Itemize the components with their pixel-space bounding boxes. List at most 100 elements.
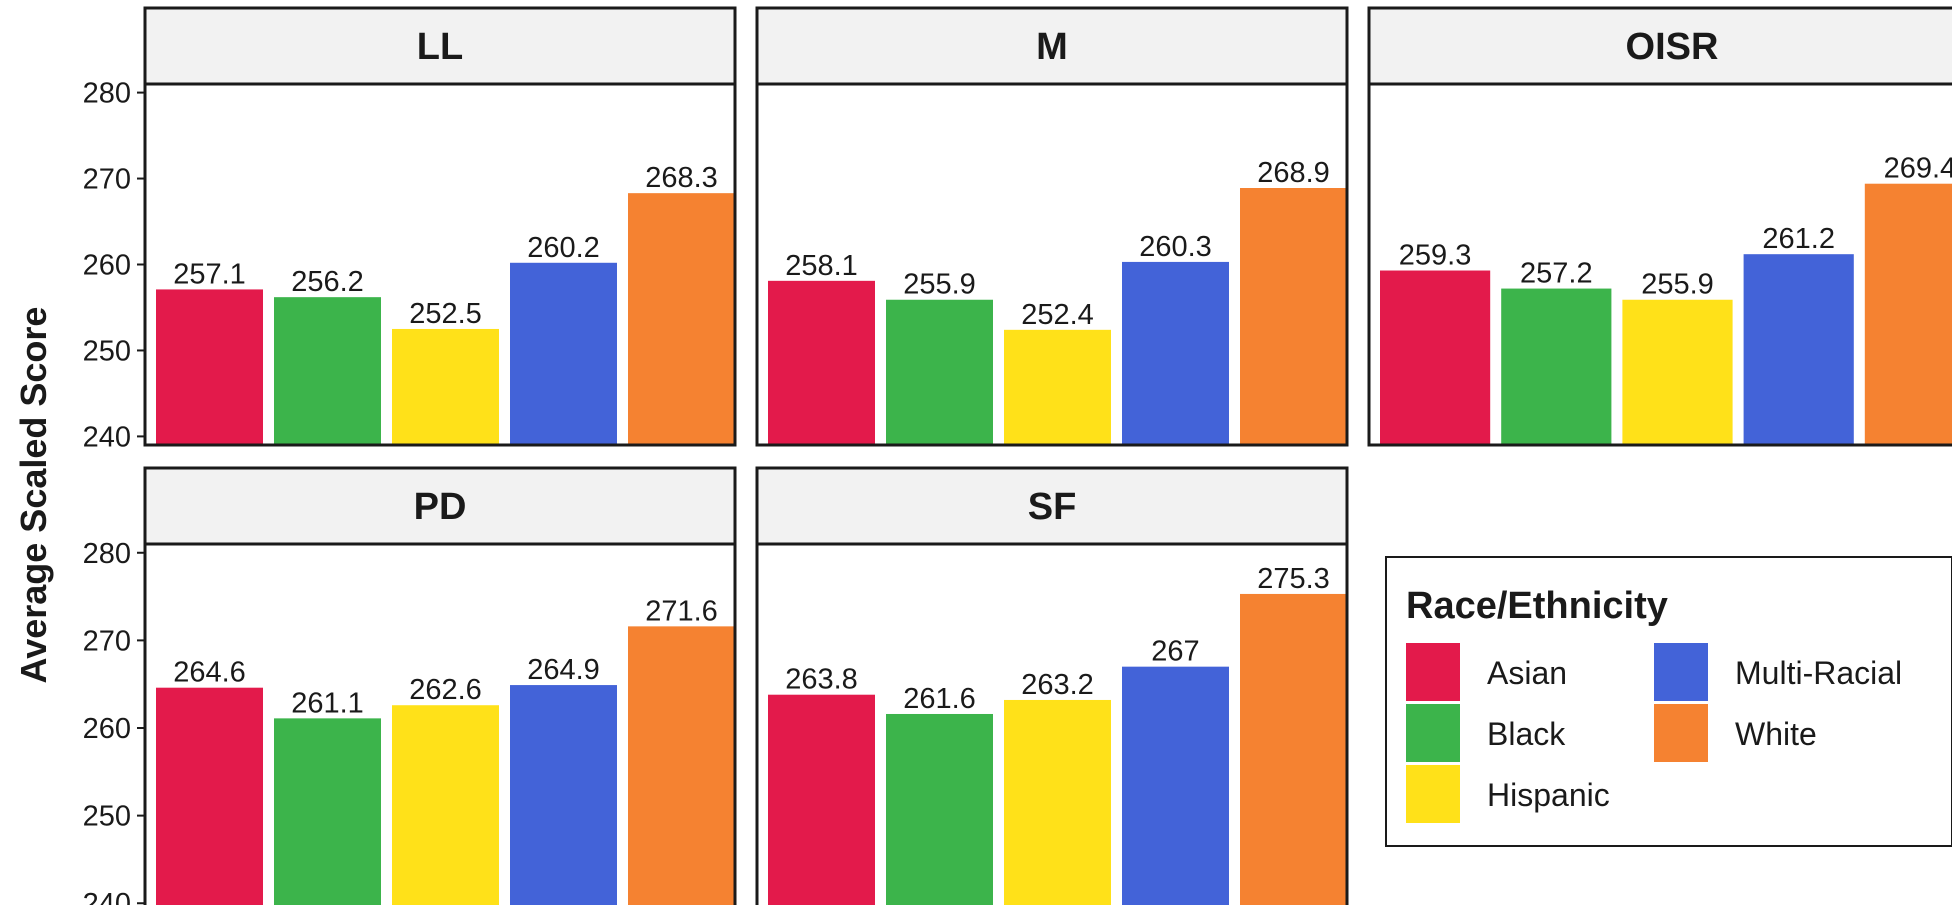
facet-panel-m: M 258.1 255.9 252.4 260.3 268.9 [755,6,1349,447]
bar-hispanic [1004,329,1111,445]
bar-value-label: 260.2 [527,232,600,264]
bar-value-label: 261.1 [291,687,364,719]
legend: Race/Ethnicity Asian Black Hispanic Multi-R… [1385,556,1952,847]
legend-box [1385,556,1952,847]
bar-value-label: 263.2 [1021,669,1094,701]
bar-hispanic [392,328,499,445]
legend-item-black: Black [1406,704,1566,762]
legend-item-asian: Asian [1406,643,1567,701]
bar-value-label: 260.3 [1139,231,1212,263]
bar-hispanic [1004,699,1111,905]
bar-asian [768,694,875,905]
bar-asian [156,289,263,445]
bar-black [886,299,993,445]
legend-swatch [1406,765,1460,823]
bar-value-label: 268.9 [1257,157,1330,189]
bar-multi-racial [1122,666,1229,905]
bar-multi-racial [510,262,617,445]
bar-value-label: 257.1 [173,258,246,290]
panel-border [1367,82,1952,447]
y-tick-label: 280 [83,78,131,110]
facet-panel-ll: LL 257.1 256.2 252.5 260.2 268.3 240 250 260 270 2… [83,6,737,453]
bar-hispanic [392,705,499,905]
bar-value-label: 261.6 [903,683,976,715]
bar-multi-racial [1122,261,1229,445]
facet-title: M [1036,26,1068,68]
legend-label: White [1735,716,1817,752]
y-tick-label: 250 [83,335,131,367]
facets-layer: LL 257.1 256.2 252.5 260.2 268.3 240 250 260 270 2… [83,6,1952,905]
bar-black [274,718,381,905]
legend-swatch [1406,643,1460,701]
bar-value-label: 259.3 [1399,240,1472,272]
bar-value-label: 252.4 [1021,299,1094,331]
bar-value-label: 264.9 [527,654,600,686]
bar-black [886,713,993,905]
bar-black [1501,288,1612,445]
bar-multi-racial [510,685,617,905]
bar-white [1864,183,1952,445]
bar-value-label: 262.6 [409,674,482,706]
bar-hispanic [1622,299,1733,445]
facet-title: OISR [1626,26,1719,68]
bar-black [274,297,381,445]
legend-items: Asian Black Hispanic Multi-Racial White [1406,643,1902,823]
bar-asian [1380,270,1491,445]
bar-value-label: 257.2 [1520,258,1593,290]
y-tick-label: 260 [83,713,131,745]
facet-panel-sf: SF 263.8 261.6 263.2 267 275.3 [755,466,1349,905]
bar-white [628,626,735,905]
bar-value-label: 258.1 [785,250,858,282]
bar-value-label: 264.6 [173,657,246,689]
legend-label: Hispanic [1487,777,1610,813]
bar-value-label: 271.6 [645,595,718,627]
facet-strip [755,6,1349,86]
facet-strip [755,466,1349,546]
bar-asian [768,280,875,445]
legend-label: Multi-Racial [1735,655,1902,691]
panel-border [755,542,1349,905]
bar-value-label: 268.3 [645,162,718,194]
bar-value-label: 256.2 [291,266,364,298]
facet-panel-oisr: OISR 259.3 257.2 255.9 261.2 269.4 [1367,6,1952,447]
legend-swatch [1406,704,1460,762]
legend-item-hispanic: Hispanic [1406,765,1610,823]
facet-strip [143,466,737,546]
legend-swatch [1654,643,1708,701]
bar-value-label: 255.9 [1641,269,1714,301]
y-tick-label: 260 [83,250,131,282]
y-tick-label: 270 [83,625,131,657]
facet-panel-pd: PD 264.6 261.1 262.6 264.9 271.6 240 250 260 270 2… [83,466,737,905]
legend-swatch [1654,704,1708,762]
bar-multi-racial [1743,254,1854,445]
facet-strip [1367,6,1952,86]
y-tick-label: 240 [83,421,131,453]
bar-value-label: 263.8 [785,664,858,696]
bar-value-label: 267 [1151,636,1199,668]
panel-border [755,82,1349,447]
legend-title: Race/Ethnicity [1406,585,1668,627]
bar-white [1240,593,1347,905]
legend-label: Asian [1487,655,1567,691]
bar-value-label: 275.3 [1257,563,1330,595]
bar-white [1240,188,1347,445]
y-tick-label: 280 [83,538,131,570]
y-axis-title: Average Scaled Score [13,307,54,684]
facet-title: SF [1028,486,1077,528]
bar-value-label: 255.9 [903,269,976,301]
bar-white [628,193,735,445]
facet-title: LL [417,26,463,68]
bar-value-label: 252.5 [409,298,482,330]
facet-title: PD [414,486,467,528]
bar-value-label: 269.4 [1884,153,1952,185]
bar-value-label: 261.2 [1762,223,1835,255]
y-tick-label: 270 [83,164,131,196]
bar-asian [156,687,263,905]
facet-strip [143,6,737,86]
legend-item-white: White [1654,704,1817,762]
y-tick-label: 250 [83,801,131,833]
y-tick-label: 240 [83,888,131,905]
legend-label: Black [1487,716,1566,752]
legend-item-multi-racial: Multi-Racial [1654,643,1902,701]
